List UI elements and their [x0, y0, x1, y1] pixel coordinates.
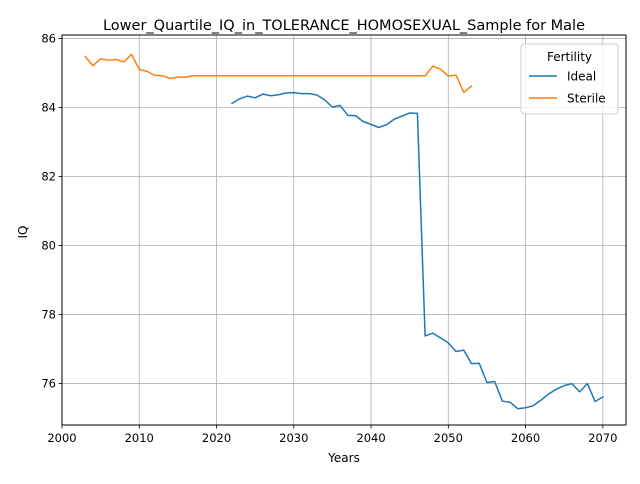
series-line-ideal	[230, 91, 604, 410]
x-axis-label: Years	[327, 451, 360, 465]
y-axis-label: IQ	[16, 226, 30, 239]
legend-title: Fertility	[547, 50, 592, 64]
x-tick-label: 2040	[356, 431, 385, 445]
axes: 2000 2010 2020 2030 2040 2050 2060 2070 76 78 80 82…	[41, 31, 617, 445]
plot-frame	[61, 34, 627, 426]
series-line-sterile	[84, 53, 473, 94]
legend-label-sterile: Sterile	[567, 92, 606, 106]
y-tick-label: 76	[41, 377, 56, 391]
legend: Fertility Ideal Sterile	[520, 43, 619, 115]
legend-box	[520, 43, 619, 115]
x-tick-label: 2070	[588, 431, 617, 445]
x-tick-label: 2020	[202, 431, 231, 445]
y-tick-label: 84	[41, 100, 56, 114]
x-tick-label: 2030	[279, 431, 308, 445]
x-tick-label: 2010	[125, 431, 154, 445]
y-tick-label: 86	[41, 31, 56, 45]
y-tick-label: 82	[41, 170, 56, 184]
chart-title: Lower_Quartile_IQ_in_TOLERANCE_HOMOSEXUA…	[103, 18, 585, 34]
x-tick-label: 2000	[47, 431, 76, 445]
legend-label-ideal: Ideal	[567, 70, 596, 84]
y-tick-label: 78	[41, 308, 56, 322]
x-tick-label: 2060	[511, 431, 540, 445]
y-tick-label: 80	[41, 239, 56, 253]
x-tick-label: 2050	[434, 431, 463, 445]
series-layer	[84, 53, 604, 410]
